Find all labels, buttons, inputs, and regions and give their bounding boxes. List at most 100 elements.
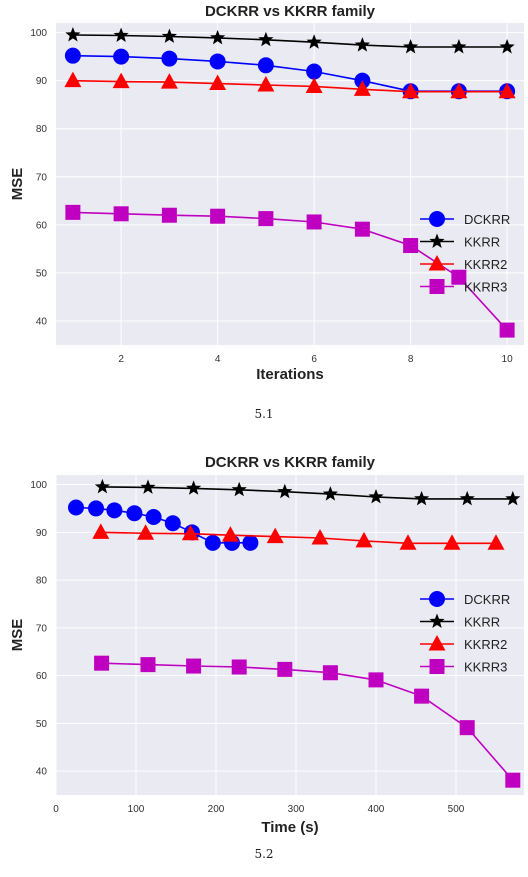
chart-title: DCKRR vs KKRR family	[205, 454, 376, 471]
data-point	[126, 505, 143, 522]
data-point	[459, 720, 475, 736]
data-point	[414, 688, 430, 704]
data-point	[161, 207, 177, 223]
data-point	[145, 509, 162, 526]
x-axis-label: Iterations	[256, 366, 324, 383]
data-point	[459, 490, 475, 506]
y-tick-label: 90	[36, 528, 48, 539]
y-tick-label: 60	[36, 220, 48, 231]
data-point	[305, 77, 323, 93]
data-point	[161, 50, 178, 67]
data-point	[68, 499, 84, 516]
data-point	[65, 204, 81, 220]
series-line	[72, 34, 508, 48]
data-point	[231, 659, 247, 675]
legend-label: DCKRR	[464, 212, 510, 227]
x-tick-label: 4	[215, 354, 221, 365]
chart-panel-1: 40 50 60 70 80 90 100 2 4 6 8 10 DCKRR vs KKRR famil…	[9, 3, 524, 421]
plot-area	[56, 23, 524, 345]
data-point	[210, 208, 226, 224]
data-point	[65, 27, 81, 42]
y-tick-label: 100	[30, 28, 47, 39]
y-tick-label: 40	[36, 316, 48, 327]
data-point	[266, 527, 284, 544]
data-point	[257, 75, 275, 92]
data-point	[368, 489, 384, 504]
data-point	[88, 500, 104, 517]
chart-title: DCKRR vs KKRR family	[205, 3, 376, 20]
series-kkrr3	[94, 655, 521, 788]
x-tick-label: 8	[408, 354, 414, 365]
data-point	[487, 534, 505, 550]
x-tick-label: 6	[311, 354, 317, 365]
legend-marker	[429, 279, 445, 294]
legend-label: DCKRR	[464, 592, 510, 607]
data-point	[403, 238, 419, 254]
grid	[56, 23, 524, 345]
data-point	[231, 481, 247, 497]
data-point	[137, 524, 155, 540]
legend-marker	[429, 211, 445, 227]
series-kkrr	[65, 27, 515, 54]
data-point	[355, 531, 373, 548]
data-point	[161, 28, 177, 43]
series-line	[102, 486, 513, 500]
legend: DCKRR KKRR KKRR2 KKRR3	[420, 591, 510, 675]
legend-marker	[429, 613, 445, 628]
series-line	[101, 662, 514, 781]
data-point	[306, 34, 322, 49]
x-tick-label: 400	[368, 804, 385, 815]
data-point	[354, 37, 370, 52]
legend-label: KKRR3	[464, 660, 507, 675]
y-tick-label: 50	[36, 268, 48, 279]
x-tick-label: 300	[288, 804, 305, 815]
data-point	[113, 206, 129, 222]
y-tick-label: 100	[30, 480, 47, 491]
data-point	[209, 74, 227, 91]
data-point	[92, 523, 110, 539]
data-point	[258, 211, 274, 227]
legend: DCKRR KKRR KKRR2 KKRR3	[420, 211, 510, 295]
data-point	[64, 71, 82, 88]
data-point	[505, 490, 521, 506]
series-line	[72, 79, 508, 93]
data-point	[242, 534, 259, 551]
x-axis-label: Time (s)	[261, 819, 318, 836]
legend-item: KKRR3	[420, 659, 507, 675]
chart-1: 40 50 60 70 80 90 100 2 4 6 8 10 DCKRR vs KKRR famil…	[9, 3, 524, 383]
y-tick-label: 40	[36, 767, 48, 778]
data-point	[499, 322, 515, 338]
series-kkrr	[94, 478, 521, 506]
legend-marker	[428, 635, 446, 651]
data-point	[368, 672, 384, 688]
x-tick-label: 10	[502, 354, 514, 365]
data-point	[498, 82, 516, 99]
x-tick-label: 2	[118, 354, 124, 365]
legend-item: DCKRR	[420, 211, 510, 227]
series-kkrr2	[92, 523, 505, 550]
series-kkrr2	[64, 71, 516, 99]
y-tick-label: 60	[36, 671, 48, 682]
legend-item: KKRR2	[420, 255, 507, 272]
legend-label: KKRR2	[464, 257, 507, 272]
legend-marker	[429, 591, 445, 607]
data-point	[322, 665, 338, 681]
legend-label: KKRR	[464, 235, 500, 250]
data-point	[258, 31, 274, 47]
y-tick-label: 70	[36, 623, 48, 634]
data-point	[353, 80, 371, 96]
data-point	[277, 483, 293, 499]
data-point	[402, 82, 420, 99]
legend-item: KKRR3	[420, 279, 507, 295]
legend-label: KKRR2	[464, 637, 507, 652]
x-tick-label: 0	[53, 804, 59, 815]
data-point	[64, 47, 81, 64]
data-point	[140, 479, 156, 494]
data-point	[186, 658, 202, 674]
data-point	[94, 655, 110, 671]
data-point	[403, 39, 419, 54]
data-point	[106, 502, 123, 519]
legend-marker	[429, 233, 445, 248]
data-point	[186, 480, 202, 495]
data-point	[94, 478, 110, 494]
